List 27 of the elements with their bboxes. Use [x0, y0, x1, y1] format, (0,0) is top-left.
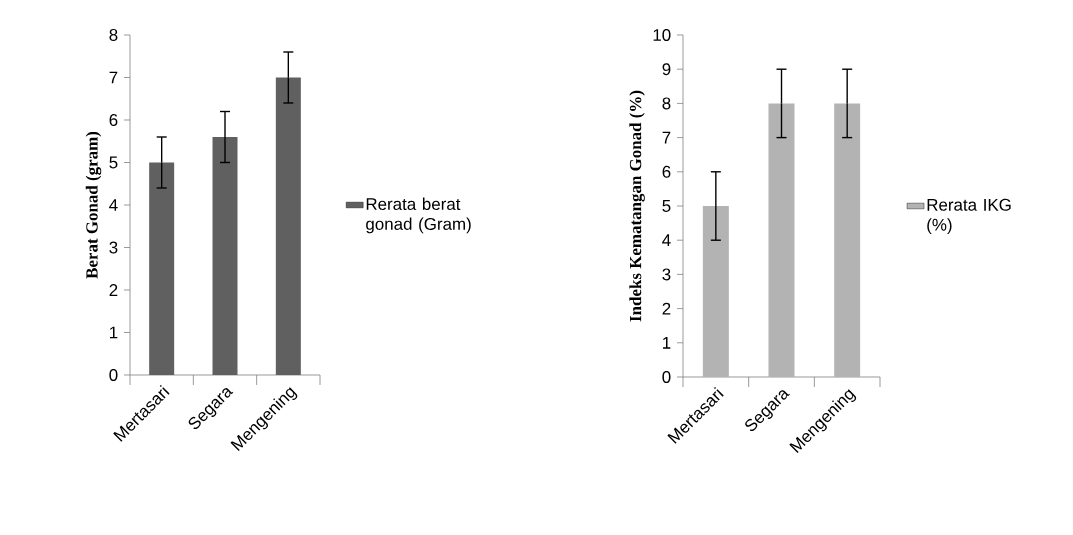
y-tick-label: 2: [662, 302, 671, 315]
y-tick-label: 9: [662, 63, 671, 76]
y-tick-label: 10: [653, 29, 671, 41]
y-tick-label: 0: [109, 369, 118, 381]
legend-label: Rerata berat gonad (Gram): [366, 197, 471, 234]
y-tick-label: 2: [109, 284, 118, 296]
y-tick-label: 6: [109, 114, 118, 126]
y-tick-label: 0: [662, 371, 671, 383]
y-tick-label: 4: [662, 234, 671, 247]
bar: [149, 162, 175, 375]
y-tick-label: 8: [109, 29, 118, 41]
y-tick-label: 3: [109, 241, 118, 254]
y-tick-label: 6: [662, 165, 671, 178]
y-tick-label: 7: [109, 71, 118, 84]
y-tick-label: 5: [109, 156, 118, 169]
y-tick-label: 7: [662, 131, 671, 144]
y-tick-label: 4: [109, 199, 118, 211]
legend-label: Rerata IKG (%): [927, 198, 1011, 235]
y-axis-title: Berat Gonad (gram): [85, 131, 102, 279]
y-tick-label: 5: [662, 200, 671, 212]
bar: [275, 77, 301, 375]
y-tick-label: 1: [663, 336, 671, 349]
y-tick-label: 1: [110, 326, 118, 339]
y-tick-label: 8: [662, 97, 671, 110]
y-axis-title: Indeks Kematangan Gonad (%): [629, 90, 645, 322]
y-tick-label: 3: [662, 268, 671, 281]
bar: [212, 137, 238, 375]
